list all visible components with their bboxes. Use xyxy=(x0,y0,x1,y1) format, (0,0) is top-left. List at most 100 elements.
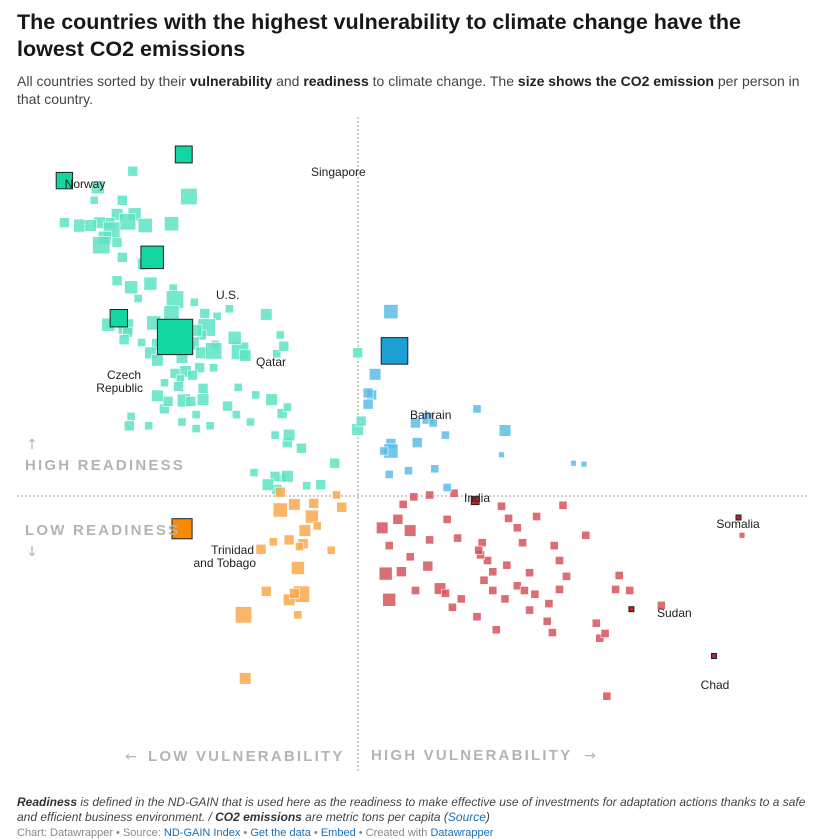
country-point xyxy=(197,393,210,406)
country-point xyxy=(600,629,610,638)
country-point xyxy=(137,338,146,347)
country-point xyxy=(84,219,97,232)
country-point xyxy=(315,479,327,491)
country-point xyxy=(282,428,296,442)
footer-sep: • xyxy=(240,827,251,839)
country-point xyxy=(384,541,394,550)
country-point-qatar xyxy=(156,318,194,356)
notes-source-link[interactable]: Source xyxy=(447,810,486,824)
footer-sep: • Created with xyxy=(355,827,431,839)
country-point xyxy=(124,420,135,432)
country-point xyxy=(278,340,290,352)
country-point xyxy=(449,488,459,498)
country-point xyxy=(227,330,242,345)
country-point xyxy=(392,513,404,525)
country-point xyxy=(272,502,288,518)
low-vulnerability-label: LOW VULNERABILITY xyxy=(148,748,345,765)
country-point xyxy=(298,524,312,537)
country-point xyxy=(239,672,252,685)
country-point xyxy=(549,541,559,550)
country-point xyxy=(614,571,624,580)
country-point xyxy=(274,486,286,498)
label-singapore: Singapore xyxy=(311,165,366,179)
point-labels: Norway Singapore U.S. Czech Republic Qat… xyxy=(65,165,760,692)
label-india: India xyxy=(464,491,490,505)
country-point xyxy=(558,500,568,510)
country-point xyxy=(472,612,482,622)
footer-source-link[interactable]: ND-GAIN Index xyxy=(163,827,241,839)
embed-link[interactable]: Embed xyxy=(320,827,356,839)
notes-paren: ( xyxy=(443,810,448,824)
country-point xyxy=(329,457,341,469)
country-point xyxy=(160,378,169,388)
country-point xyxy=(293,610,303,620)
country-point xyxy=(738,532,746,539)
get-the-data-link[interactable]: Get the data xyxy=(250,827,311,839)
country-point-india xyxy=(470,496,480,506)
country-point xyxy=(410,417,421,429)
high-vulnerability-label: HIGH VULNERABILITY xyxy=(371,747,572,764)
country-point-u-s- xyxy=(140,245,164,270)
country-point xyxy=(143,276,158,291)
country-point xyxy=(111,237,123,248)
country-point xyxy=(151,389,164,402)
country-point-czech-republic xyxy=(109,309,128,328)
country-point xyxy=(137,218,153,233)
arrow-up-icon: ↑ xyxy=(26,437,38,453)
country-point xyxy=(308,498,320,509)
country-point xyxy=(302,481,312,491)
country-point xyxy=(405,552,415,562)
country-point xyxy=(595,633,605,643)
country-point xyxy=(384,469,394,479)
country-point xyxy=(404,466,413,476)
notes-text: is defined in the ND-GAIN that is used h… xyxy=(17,795,806,824)
country-point xyxy=(265,393,278,406)
country-point xyxy=(291,561,305,575)
country-point xyxy=(433,582,447,595)
country-point xyxy=(276,408,288,419)
country-point xyxy=(502,560,512,570)
country-point xyxy=(421,412,434,425)
country-point xyxy=(169,368,181,379)
country-point xyxy=(235,606,253,624)
country-point xyxy=(117,195,128,206)
chart-notes: Readiness is defined in the ND-GAIN that… xyxy=(17,795,809,825)
label-norway: Norway xyxy=(65,177,106,191)
country-point xyxy=(519,586,529,595)
country-point xyxy=(249,468,259,477)
notes-paren: ) xyxy=(485,810,490,824)
country-point xyxy=(119,213,137,231)
datawrapper-link[interactable]: Datawrapper xyxy=(430,827,494,839)
country-point xyxy=(212,311,222,321)
country-point xyxy=(472,404,482,414)
country-point xyxy=(656,600,666,610)
country-point xyxy=(625,586,635,595)
country-point xyxy=(498,424,512,437)
footer-prefix: Chart: Datawrapper • Source: xyxy=(17,827,164,839)
country-point xyxy=(275,330,285,340)
arrow-left-icon: ← xyxy=(125,749,137,765)
country-point xyxy=(92,236,111,255)
country-point xyxy=(197,382,209,394)
subtitle-text: All countries sorted by their xyxy=(17,73,190,89)
country-point xyxy=(383,304,399,319)
country-point xyxy=(225,304,234,314)
country-point xyxy=(111,275,123,287)
country-point xyxy=(288,498,301,511)
country-point xyxy=(189,297,199,307)
label-czech-line2: Republic xyxy=(96,381,143,395)
country-point xyxy=(144,421,154,431)
country-point xyxy=(382,592,397,607)
country-point xyxy=(581,530,591,540)
country-point xyxy=(497,501,506,511)
label-trinidad-line1: Trinidad xyxy=(211,543,254,557)
subtitle-bold-readiness: readiness xyxy=(303,73,369,89)
country-point xyxy=(542,616,552,626)
country-point xyxy=(272,349,282,359)
high-readiness-label: HIGH READINESS xyxy=(25,457,185,474)
country-point xyxy=(177,417,187,427)
scatter-chart: Norway Singapore U.S. Czech Republic Qat… xyxy=(17,117,807,772)
country-point xyxy=(127,165,139,177)
country-point xyxy=(422,560,434,572)
country-point xyxy=(440,588,450,598)
